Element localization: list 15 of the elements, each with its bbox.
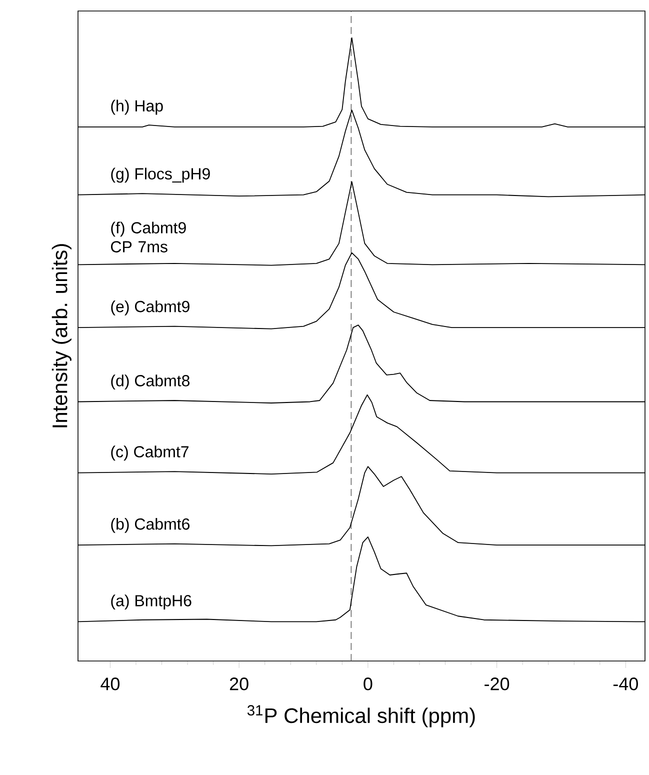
series-label: (g) Flocs_pH9 [111,168,210,183]
x-tick-label: -20 [484,678,510,690]
series-label: (b) Cabmt6 [111,518,190,533]
series-label: (h) Hap [111,100,163,115]
series-label: (a) BmtpH6 [111,594,192,610]
series-label: (e) Cabmt9 [111,300,190,316]
x-tick-label: 0 [364,678,372,690]
series-label: (c) Cabmt7 [111,446,188,461]
y-axis-title: Intensity (arb. units) [52,244,72,428]
x-tick-label: -40 [613,678,638,690]
x-axis-title: $^{31}$P Chemical shift (ppm) [247,705,475,728]
series-label: (d) Cabmt8 [111,374,190,390]
series-label: (f) Cabmt9 CP 7ms [111,222,186,252]
x-tick-label: 40 [100,678,120,690]
x-tick-label: 20 [230,678,248,690]
